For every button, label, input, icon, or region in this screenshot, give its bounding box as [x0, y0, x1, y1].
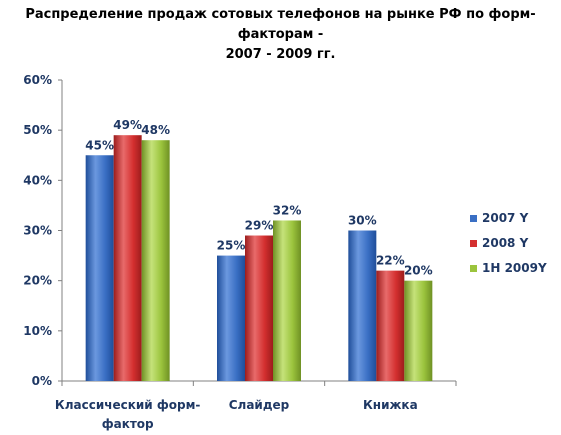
data-label: 32% [273, 203, 302, 217]
chart-title-line-1: Распределение продаж сотовых телефонов н… [25, 7, 536, 42]
x-category-label: Слайдер [229, 398, 290, 412]
legend-label: 1H 2009Y [482, 261, 547, 275]
data-labels: 45% 49% 48% 25% 29% 32% 30% 22%20% [85, 118, 432, 277]
bar-2-3 [376, 270, 405, 381]
x-category-label: Книжка [363, 398, 418, 412]
data-label: 22% [376, 254, 405, 268]
bar-1-2 [217, 255, 245, 381]
data-label: 29% [245, 219, 274, 233]
y-tick-label: 0% [32, 374, 52, 388]
data-label: 48% [141, 123, 170, 137]
bar-3-1 [141, 140, 170, 381]
bar-3-2 [273, 220, 301, 381]
y-tick-label: 10% [23, 324, 52, 338]
data-label: 20% [404, 264, 433, 278]
legend-label: 2008 Y [482, 236, 529, 250]
chart-title: Распределение продаж сотовых телефонов н… [0, 5, 561, 65]
data-label: 45% [85, 138, 114, 152]
bar-1-3 [348, 230, 377, 381]
x-category-label: фактор [102, 417, 154, 431]
y-tick-label: 50% [23, 123, 52, 137]
bar-3-3 [404, 280, 433, 381]
bar-2-1 [113, 135, 142, 381]
data-label: 49% [113, 118, 142, 132]
data-label: 25% [217, 239, 246, 253]
y-tick-label: 20% [23, 274, 52, 288]
legend-swatch [470, 240, 477, 247]
legend-swatch [470, 265, 477, 272]
x-category-label: Классический форм- [55, 398, 201, 412]
legend: 2007 Y 2008 Y 1H 2009Y [470, 211, 547, 275]
legend-label: 2007 Y [482, 211, 529, 225]
y-tick-label: 30% [23, 224, 52, 238]
data-label: 30% [348, 214, 377, 228]
axes: 0% 10% 20% 30% 40% 50% 60% Классический форм-фа… [23, 73, 457, 431]
bars [85, 135, 433, 381]
y-tick-label: 40% [23, 173, 52, 187]
bar-1-1 [85, 155, 114, 381]
y-tick-label: 60% [23, 73, 52, 87]
legend-swatch [470, 215, 477, 222]
chart-title-line-2: 2007 - 2009 гг. [225, 47, 336, 62]
bar-2-2 [245, 235, 273, 381]
